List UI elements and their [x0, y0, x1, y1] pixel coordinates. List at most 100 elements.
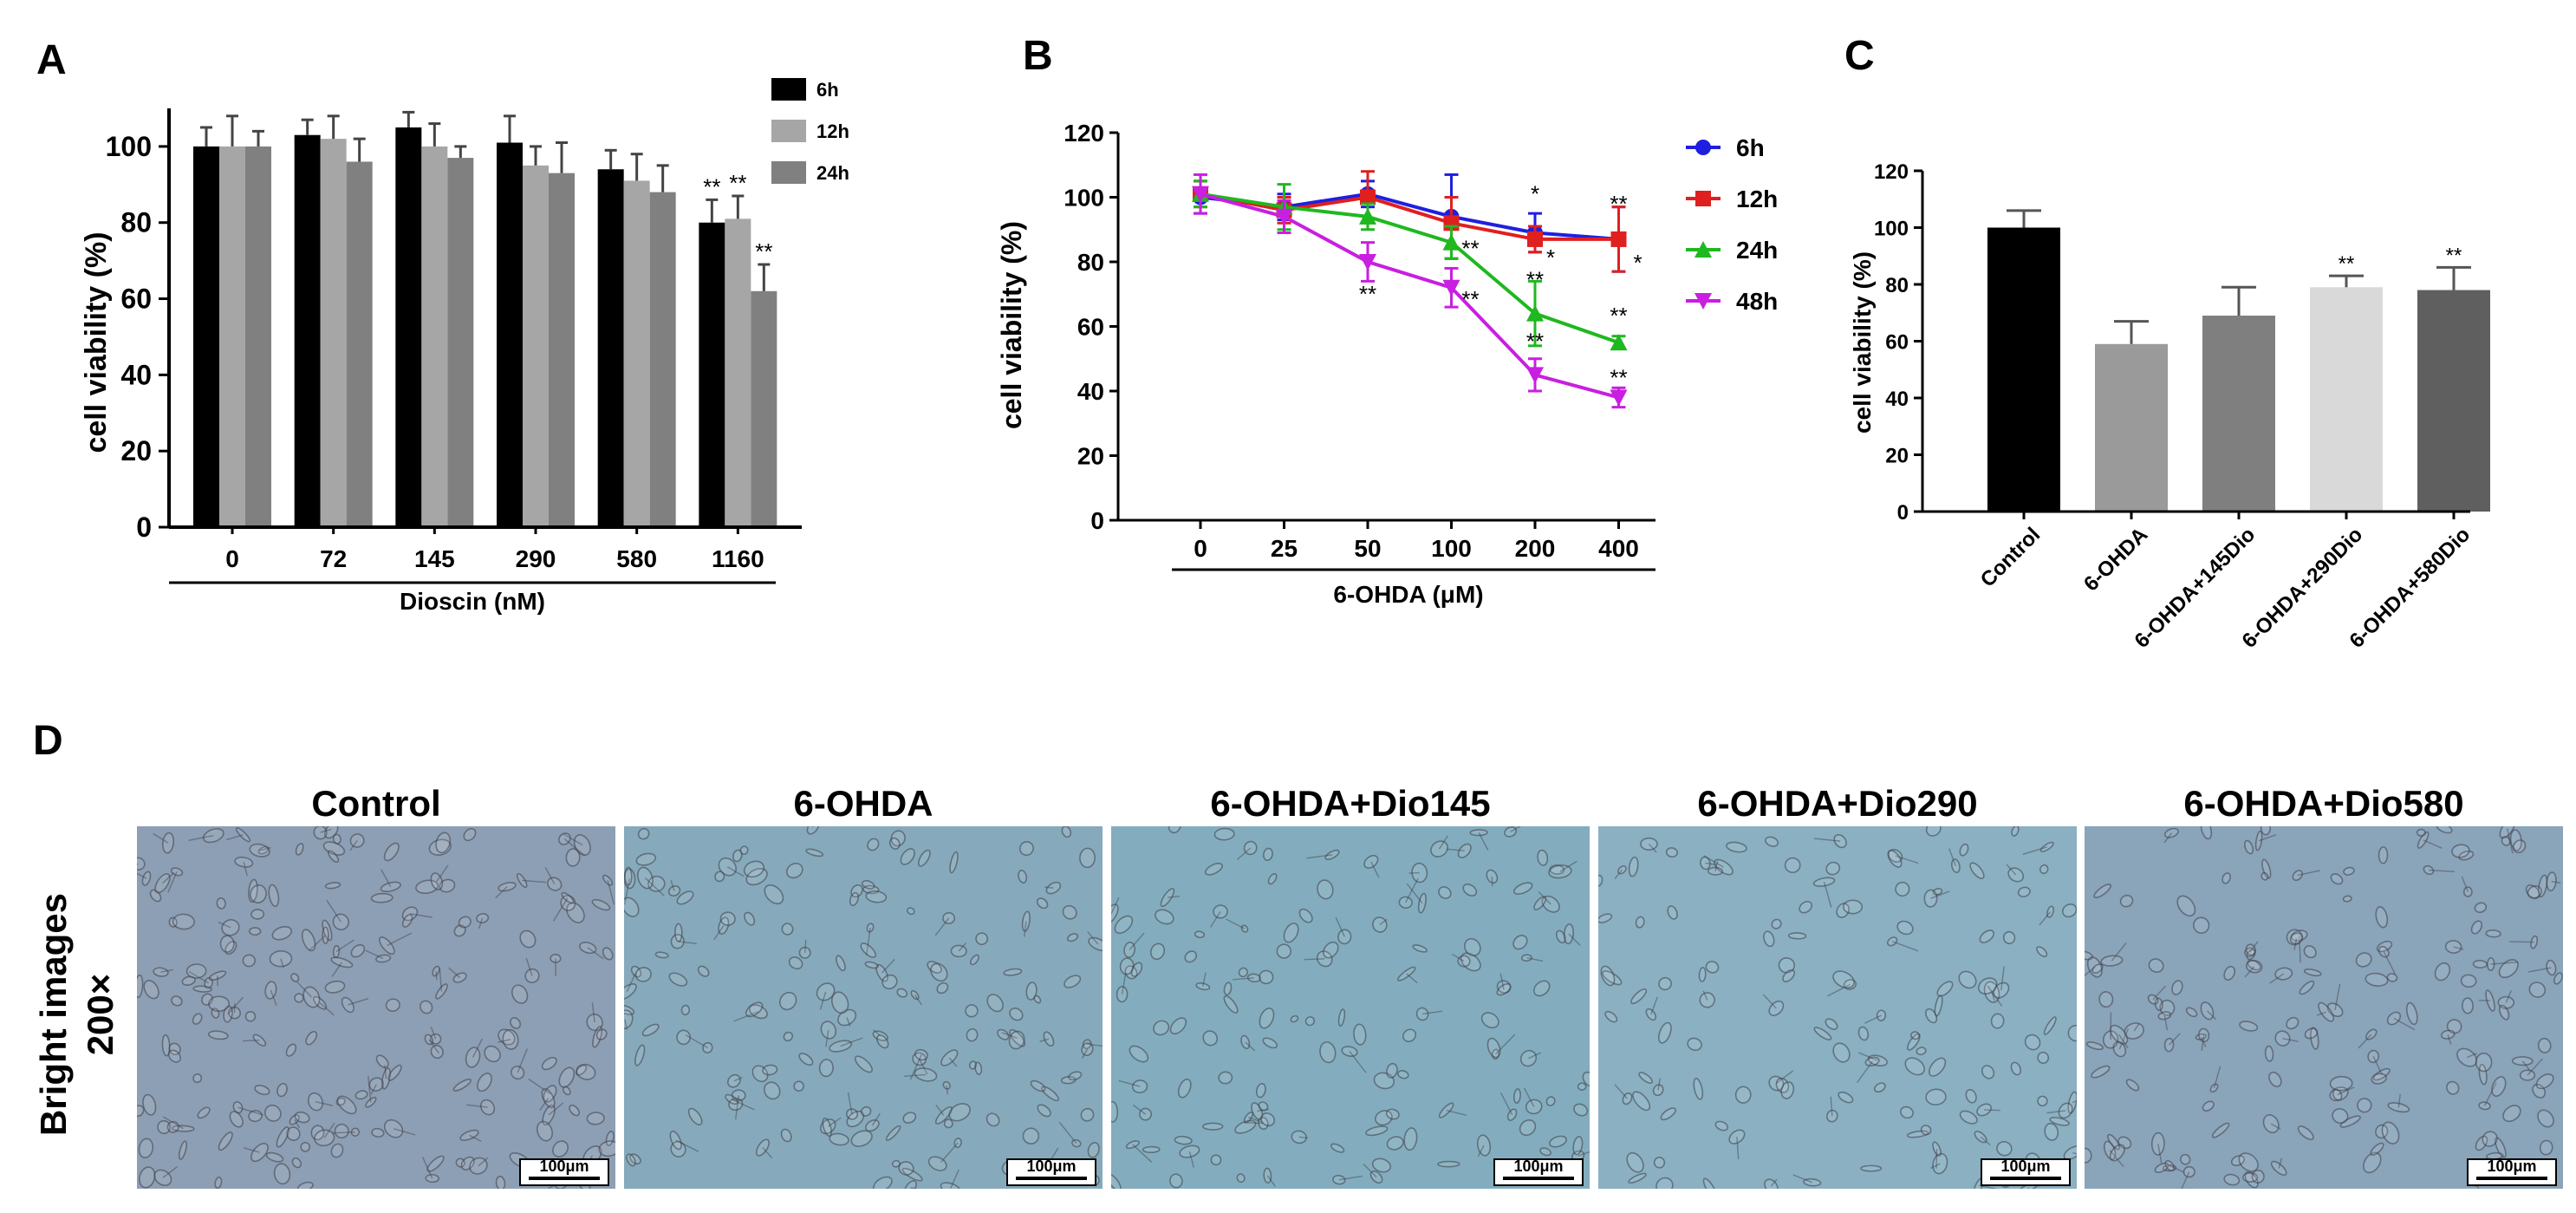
cell-2-35 [764, 884, 784, 905]
neurite-5-0 [2133, 1022, 2140, 1032]
neurite-3-77 [1248, 1117, 1264, 1124]
cell-4-101 [1857, 1026, 1870, 1041]
cell-5-81 [2211, 1122, 2230, 1138]
cell-1-54 [476, 913, 490, 923]
cell-1-124 [550, 954, 562, 963]
row-label-line-2: 200× [80, 974, 120, 1056]
cell-5-126 [2223, 965, 2236, 981]
cell-5-159 [2147, 994, 2159, 1005]
cell-4-26 [1602, 970, 1623, 986]
cell-2-131 [1009, 1028, 1026, 1047]
cell-5-142 [2221, 872, 2231, 884]
cell-3-19 [1236, 1173, 1246, 1184]
cell-5-39 [2446, 1080, 2460, 1095]
neurite-3-43 [1438, 835, 1448, 850]
cell-2-93 [702, 1041, 713, 1053]
cell-4-17 [1838, 1091, 1854, 1104]
neurite-3-3 [1538, 890, 1551, 905]
tick-a-72: 72 [320, 545, 347, 572]
cell-3-67 [1323, 941, 1339, 959]
cell-2-153 [785, 862, 803, 879]
cell-3-72 [1234, 1119, 1257, 1134]
cell-5-131 [2386, 1011, 2402, 1026]
cell-5-50 [2440, 1029, 2456, 1040]
cell-3-118 [1123, 942, 1135, 958]
cell-3-57 [1533, 896, 1547, 910]
cell-3-52 [1504, 826, 1518, 838]
cell-3-3 [1541, 895, 1560, 913]
cell-1-130 [465, 1047, 481, 1068]
ytick-a-60: 60 [120, 284, 152, 315]
cell-3-81 [1168, 826, 1181, 834]
cell-1-170 [430, 872, 444, 890]
neurite-1-105 [294, 1119, 301, 1129]
sig-b-12h-200: * [1546, 245, 1555, 271]
cell-1-30 [381, 1067, 391, 1090]
cell-4-13 [1714, 858, 1734, 876]
neurite-3-11 [1568, 933, 1581, 946]
cell-3-56 [1337, 1008, 1346, 1027]
neurite-4-41 [1736, 1137, 1740, 1159]
cell-4-67 [1920, 1125, 1932, 1136]
cell-5-102 [2125, 1079, 2140, 1092]
cell-3-101 [1415, 1007, 1429, 1021]
cell-1-32 [153, 1169, 172, 1186]
cell-2-48 [891, 1159, 901, 1168]
cell-2-43 [970, 954, 979, 966]
cell-2-148 [866, 923, 875, 933]
cell-4-38 [1734, 1086, 1752, 1104]
cell-2-85 [762, 1064, 778, 1076]
cell-4-110 [1656, 1177, 1674, 1189]
cell-1-162 [383, 1118, 404, 1138]
cell-4-88 [1842, 899, 1864, 915]
cell-3-92 [1411, 862, 1428, 884]
cell-3-6 [1238, 967, 1248, 978]
cell-5-40 [2100, 955, 2124, 967]
neurite-5-140 [2169, 1164, 2185, 1173]
neurite-4-77 [1857, 1052, 1878, 1061]
neurite-4-94 [1657, 1078, 1661, 1091]
neurite-4-122 [1650, 996, 1658, 1015]
neurite-3-97 [1405, 877, 1419, 903]
cell-4-8 [1628, 1172, 1647, 1184]
panel-d-bright-field-images: Bright images 200× Control 100μm 6-OHDA 100… [33, 783, 2563, 1189]
cell-2-133 [820, 1021, 837, 1040]
cell-3-30 [1375, 1110, 1393, 1126]
neurite-2-12 [624, 878, 630, 905]
cell-3-50 [1363, 854, 1379, 869]
sig-b-6h-400: ** [1610, 191, 1627, 217]
cell-3-33 [1371, 1158, 1392, 1173]
cell-4-80 [1632, 1091, 1651, 1112]
tick-a-290: 290 [516, 545, 556, 572]
cell-4-23 [1699, 992, 1715, 1008]
cell-3-78 [1512, 935, 1528, 950]
cell-2-17 [634, 1044, 646, 1066]
cell-1-40 [524, 968, 540, 984]
cell-1-180 [263, 1105, 282, 1122]
bar-a-6h-290 [497, 142, 523, 527]
cell-2-24 [940, 1182, 961, 1189]
cell-3-9 [1259, 969, 1274, 985]
neurite-2-82 [1044, 886, 1054, 889]
cell-1-79 [265, 1151, 284, 1163]
bar-a-24h-0 [245, 146, 271, 527]
neurite-3-81 [1174, 826, 1175, 827]
cell-3-127 [1243, 840, 1258, 856]
cell-3-94 [1573, 1103, 1589, 1117]
cell-3-43 [1430, 840, 1448, 858]
cell-1-122 [328, 850, 340, 864]
neurite-4-10 [1775, 1070, 1794, 1085]
panel-letter-b: B [1023, 33, 1053, 79]
cell-3-63 [1263, 1167, 1272, 1184]
neurite-3-15 [1491, 876, 1493, 887]
xtick-b-25: 25 [1271, 535, 1298, 562]
cell-1-116 [291, 1157, 302, 1169]
neurite-5-43 [2423, 839, 2443, 849]
neurite-3-119 [1406, 883, 1423, 904]
legend-label-a-6h: 6h [816, 79, 839, 101]
cell-2-25 [624, 866, 633, 886]
neurite-3-63 [1266, 1175, 1276, 1187]
neurite-3-126 [1559, 860, 1577, 872]
cell-1-97 [252, 1034, 267, 1047]
